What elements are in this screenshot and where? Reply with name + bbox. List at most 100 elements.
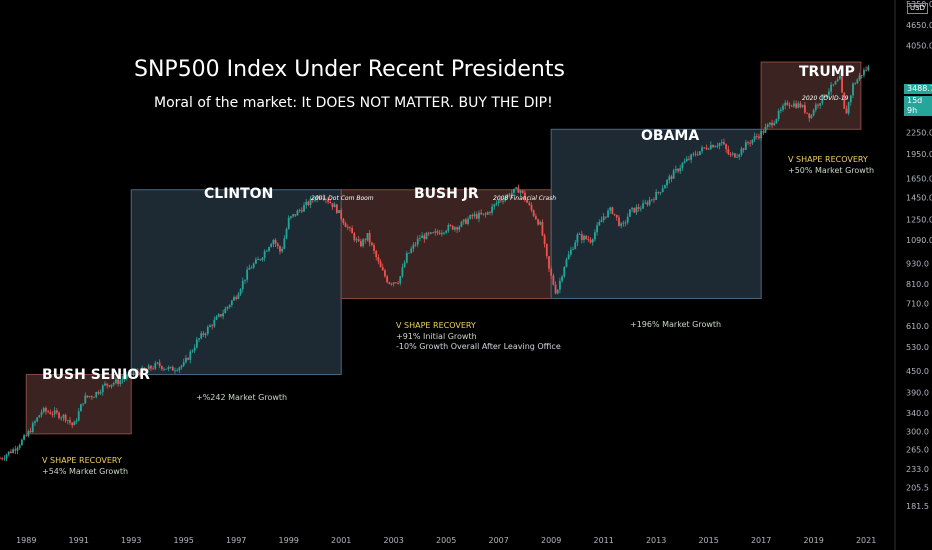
candle-body <box>515 187 518 189</box>
candle-body <box>191 350 194 352</box>
candle-body <box>230 300 233 306</box>
candle-body <box>421 235 424 239</box>
candle-body <box>263 251 266 258</box>
candle-body <box>661 188 664 192</box>
candle-body <box>121 379 124 381</box>
candle-body <box>517 187 520 193</box>
candle-body <box>237 294 240 299</box>
candle-body <box>71 422 74 426</box>
candle-body <box>88 396 91 398</box>
y-tick-label: 4050.0 <box>906 41 932 50</box>
candle-body <box>736 156 738 158</box>
candle-body <box>545 243 548 257</box>
candle-body <box>405 253 408 263</box>
candle-body <box>576 234 579 243</box>
candle-body <box>195 339 198 348</box>
candle-body <box>727 149 730 155</box>
candle-body <box>410 248 413 253</box>
candle-body <box>80 404 82 412</box>
candle-body <box>300 210 303 212</box>
candle-body <box>298 210 301 212</box>
candle-body <box>333 204 336 208</box>
candle-body <box>493 204 496 207</box>
candle-body <box>852 83 854 96</box>
candle-body <box>454 227 456 230</box>
candle-body <box>394 282 397 284</box>
candle-body <box>346 227 349 228</box>
candle-body <box>740 148 743 155</box>
candle-body <box>650 199 653 201</box>
candle-body <box>353 233 356 241</box>
candle-body <box>456 227 459 230</box>
candle-body <box>156 362 159 364</box>
candle-body <box>384 270 386 277</box>
candle-body <box>720 142 723 144</box>
x-tick-label: 2007 <box>489 536 509 545</box>
candle-body <box>128 372 130 375</box>
candle-body <box>524 192 526 200</box>
x-tick-label: 2015 <box>698 536 718 545</box>
candle-body <box>443 232 445 234</box>
candle-body <box>648 200 651 205</box>
candle-body <box>95 391 98 397</box>
candle-body <box>863 69 865 76</box>
candle-body <box>460 221 463 227</box>
candle-body <box>696 154 699 156</box>
candle-body <box>276 243 279 247</box>
candle-body <box>377 257 380 262</box>
candle-body <box>370 242 373 246</box>
candle-body <box>174 370 176 372</box>
candle-body <box>235 297 238 299</box>
candle-body <box>451 225 454 230</box>
candle-body <box>749 142 752 144</box>
candle-body <box>812 109 815 116</box>
candle-body <box>123 378 126 380</box>
candle-body <box>482 213 485 215</box>
candle-body <box>847 102 850 114</box>
candle-body <box>314 199 316 201</box>
candle-body <box>659 191 662 193</box>
candle-body <box>150 365 152 369</box>
candle-body <box>541 221 544 236</box>
candle-body <box>419 238 421 239</box>
candle-body <box>7 451 10 455</box>
candle-body <box>436 231 439 233</box>
x-tick-label: 2005 <box>436 536 456 545</box>
candle-body <box>51 414 54 415</box>
candle-body <box>731 153 734 155</box>
candle-body <box>429 232 432 234</box>
candle-body <box>154 363 157 369</box>
candle-body <box>432 232 434 234</box>
candle-body <box>655 191 658 200</box>
candle-body <box>484 213 487 215</box>
growth-bush-senior: +54% Market Growth <box>42 467 129 476</box>
candle-body <box>504 197 507 201</box>
candle-body <box>681 163 684 169</box>
candle-body <box>215 316 218 320</box>
candle-body <box>561 276 564 281</box>
candle-body <box>213 319 216 327</box>
candle-body <box>279 246 281 252</box>
candle-body <box>712 145 714 148</box>
candle-body <box>5 454 8 459</box>
candle-body <box>425 232 428 240</box>
candle-body <box>36 417 39 422</box>
candle-body <box>705 147 708 150</box>
candle-body <box>495 203 498 205</box>
candle-body <box>255 259 257 264</box>
period-box-2 <box>340 189 552 299</box>
y-tick-label: 233.0 <box>906 465 929 474</box>
candle-body <box>716 145 719 147</box>
y-tick-label: 5350.0 <box>906 0 932 9</box>
y-tick-label: 710.0 <box>906 300 929 309</box>
candle-body <box>622 222 625 224</box>
candle-body <box>810 115 813 119</box>
candle-body <box>29 430 32 433</box>
candle-body <box>823 94 826 98</box>
candle-body <box>259 259 262 261</box>
candle-body <box>145 369 148 371</box>
candle-body <box>241 280 244 290</box>
candle-body <box>344 223 347 228</box>
candle-body <box>817 104 819 106</box>
candle-body <box>357 239 360 242</box>
